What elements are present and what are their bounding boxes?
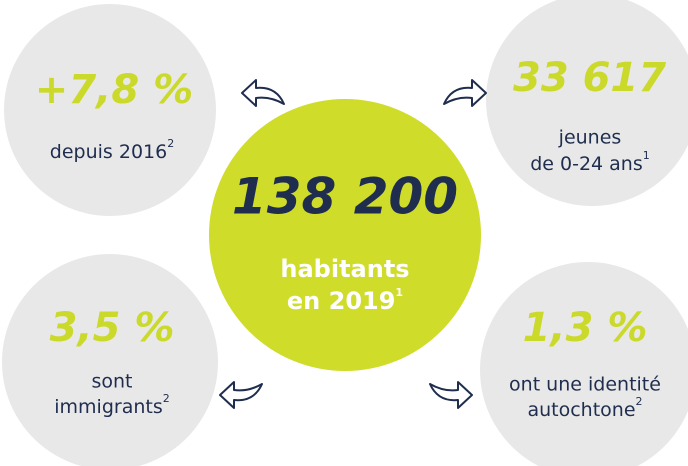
center-label: habitants — [280, 255, 409, 283]
stat-value: 33 617 — [513, 55, 666, 101]
arrow — [443, 79, 487, 107]
stat-label: de 0-24 ans1 — [530, 149, 650, 175]
arrow — [241, 79, 285, 107]
arrow — [219, 381, 263, 409]
stat-label: immigrants2 — [54, 392, 169, 418]
center-circle — [209, 99, 481, 371]
arrow — [429, 381, 473, 409]
stat-label: sont — [91, 371, 132, 393]
stat-value: 1,3 % — [523, 305, 648, 351]
stat-label: depuis 20162 — [50, 137, 174, 163]
stat-label: autochtone2 — [527, 395, 642, 421]
stat-value: 3,5 % — [50, 305, 175, 351]
stat-value: +7,8 % — [35, 67, 193, 113]
stat-circle — [480, 262, 688, 466]
stat-circle — [2, 254, 218, 466]
stat-label: jeunes — [558, 127, 622, 149]
stat-label: ont une identité — [509, 374, 661, 396]
center-value: 138 200 — [232, 168, 458, 226]
stat-circle — [486, 0, 688, 206]
stat-circle — [4, 4, 216, 216]
center-label: en 20191 — [287, 286, 403, 315]
